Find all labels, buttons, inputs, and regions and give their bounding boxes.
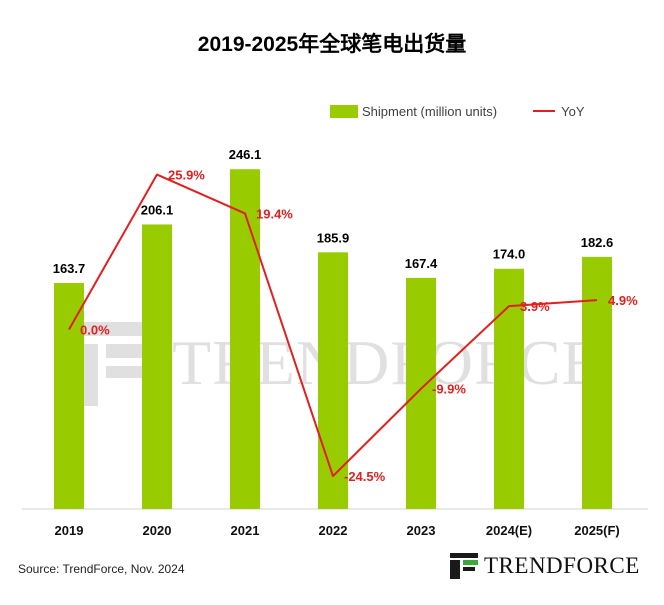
bar-series xyxy=(54,169,612,509)
x-tick-label: 2024(E) xyxy=(486,523,532,538)
bar-2024(E) xyxy=(494,268,524,509)
yoy-value-label: 19.4% xyxy=(256,206,293,221)
bar-value-label: 246.1 xyxy=(229,147,262,162)
x-tick-label: 2021 xyxy=(231,523,260,538)
x-tick-label: 2022 xyxy=(319,523,348,538)
x-tick-label: 2025(F) xyxy=(574,523,620,538)
yoy-value-label: 3.9% xyxy=(520,299,550,314)
x-tick-label: 2023 xyxy=(407,523,436,538)
x-tick-label: 2019 xyxy=(55,523,84,538)
bar-value-label: 182.6 xyxy=(581,235,614,250)
yoy-line-series xyxy=(68,173,598,478)
yoy-value-label: -24.5% xyxy=(344,469,386,484)
yoy-value-label: 4.9% xyxy=(608,293,638,308)
legend-label-yoy: YoY xyxy=(561,103,585,119)
bar-value-label: 185.9 xyxy=(317,230,350,245)
bar-value-label: 206.1 xyxy=(141,202,174,217)
bar-2020 xyxy=(142,224,172,509)
brand-logo: TRENDFORCE xyxy=(450,551,640,581)
yoy-value-label: 0.0% xyxy=(80,323,110,338)
legend-label-shipment: Shipment (million units) xyxy=(362,103,498,119)
bar-2023 xyxy=(406,277,436,509)
source-note: Source: TrendForce, Nov. 2024 xyxy=(18,562,185,576)
legend: Shipment (million units) YoY xyxy=(330,101,585,121)
yoy-value-label: -9.9% xyxy=(432,382,466,397)
bar-2025(F) xyxy=(582,256,612,509)
legend-swatch-shipment xyxy=(330,104,358,118)
trendforce-logo-icon xyxy=(450,553,478,579)
legend-swatch-yoy xyxy=(533,110,556,112)
yoy-value-labels: 0.0% 25.9% 19.4% -24.5% -9.9% 3.9% 4.9% xyxy=(80,168,638,485)
bar-value-label: 174.0 xyxy=(493,247,526,262)
bar-value-labels: 163.7 206.1 246.1 185.9 167.4 174.0 182.6 xyxy=(53,147,614,276)
x-tick-labels: 2019 2020 2021 2022 2023 2024(E) 2025(F) xyxy=(55,523,620,538)
bar-2019 xyxy=(54,282,84,509)
brand-text: TRENDFORCE xyxy=(484,553,640,578)
x-tick-label: 2020 xyxy=(143,523,172,538)
bar-value-label: 163.7 xyxy=(53,261,86,276)
chart-title: 2019-2025年全球笔电出货量 xyxy=(197,33,467,56)
bar-2021 xyxy=(230,169,260,509)
bar-value-label: 167.4 xyxy=(405,256,438,271)
yoy-value-label: 25.9% xyxy=(168,168,205,183)
